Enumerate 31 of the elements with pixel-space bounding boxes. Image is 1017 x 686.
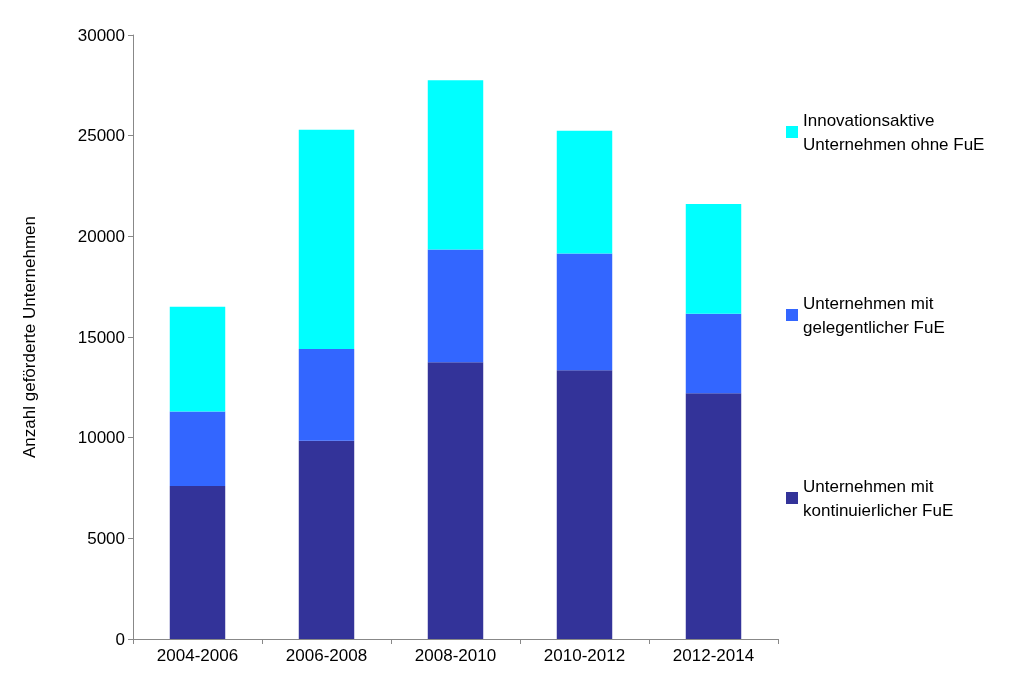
bar: [685, 313, 742, 394]
x-tick-label: 2010-2012: [543, 646, 626, 665]
bar: [685, 204, 742, 314]
y-axis-title: Anzahl geförderte Unternehmen: [20, 216, 39, 458]
y-tick-label: 25000: [77, 126, 125, 146]
bar: [298, 440, 355, 639]
y-tick-label: 5000: [87, 528, 125, 548]
bar: [556, 130, 613, 254]
x-tick-label: 2004-2006: [156, 646, 239, 665]
bar: [556, 253, 613, 371]
bar: [298, 349, 355, 441]
x-tick-label: 2006-2008: [285, 646, 368, 665]
bar: [169, 306, 226, 412]
bar: [298, 129, 355, 350]
x-tick-label: 2008-2010: [414, 646, 497, 665]
legend-label: Unternehmen mit kontinuierlicher FuE: [803, 476, 954, 520]
legend-label: Unternehmen mit gelegentlicher FuE: [803, 293, 945, 337]
bar: [556, 370, 613, 639]
y-tick-label: 20000: [77, 226, 125, 246]
y-tick-label: 10000: [77, 428, 125, 448]
bar: [427, 80, 484, 250]
legend-label: Innovationsaktive Unternehmen ohne FuE: [803, 110, 985, 154]
bar: [427, 362, 484, 639]
bar: [685, 393, 742, 639]
y-tick-label: 30000: [77, 25, 125, 45]
bar: [169, 411, 226, 486]
bar: [169, 485, 226, 639]
y-tick-label: 15000: [77, 327, 125, 347]
x-tick-label: 2012-2014: [672, 646, 755, 665]
y-tick-label: 0: [115, 629, 125, 649]
bar: [427, 249, 484, 363]
